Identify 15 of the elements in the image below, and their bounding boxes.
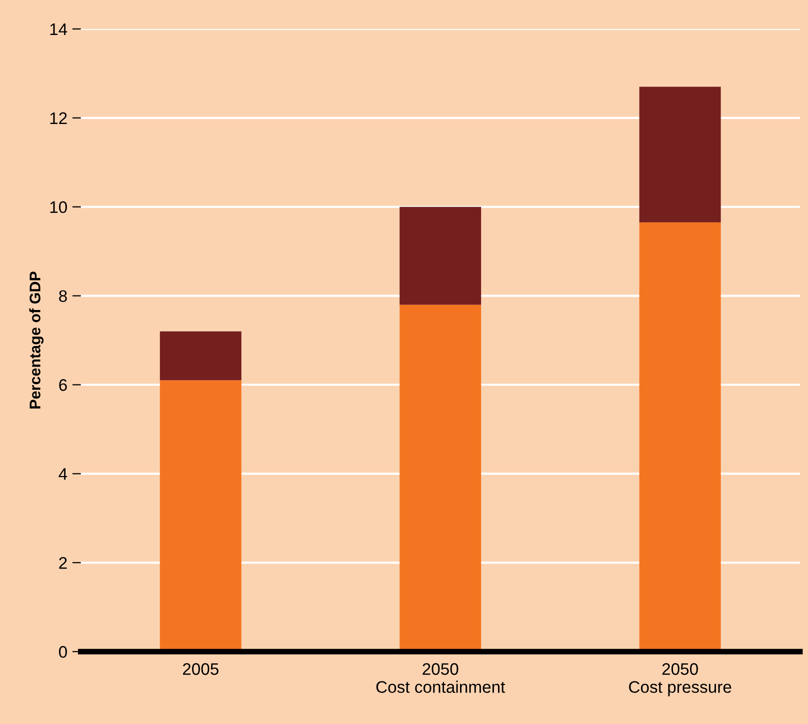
y-tick-label: 8 (59, 290, 67, 302)
x-tick-label: 2050 Cost containment (376, 663, 506, 693)
bar (400, 206, 482, 305)
y-tick-label: 6 (59, 379, 67, 391)
bar (160, 331, 242, 380)
y-tick-label: 2 (59, 557, 67, 569)
y-tick-label: 12 (50, 112, 67, 124)
bar (639, 86, 721, 222)
x-tick-label: 2050 Cost pressure (629, 663, 732, 696)
y-tick-label: 14 (50, 24, 68, 35)
y-tick-label: 10 (50, 201, 67, 214)
y-tick-label: 0 (58, 646, 67, 658)
y-tick-label: 4 (58, 468, 68, 480)
y-axis-title: Percentage of GDP (29, 272, 44, 408)
x-tick-label: 2005 (182, 663, 218, 675)
